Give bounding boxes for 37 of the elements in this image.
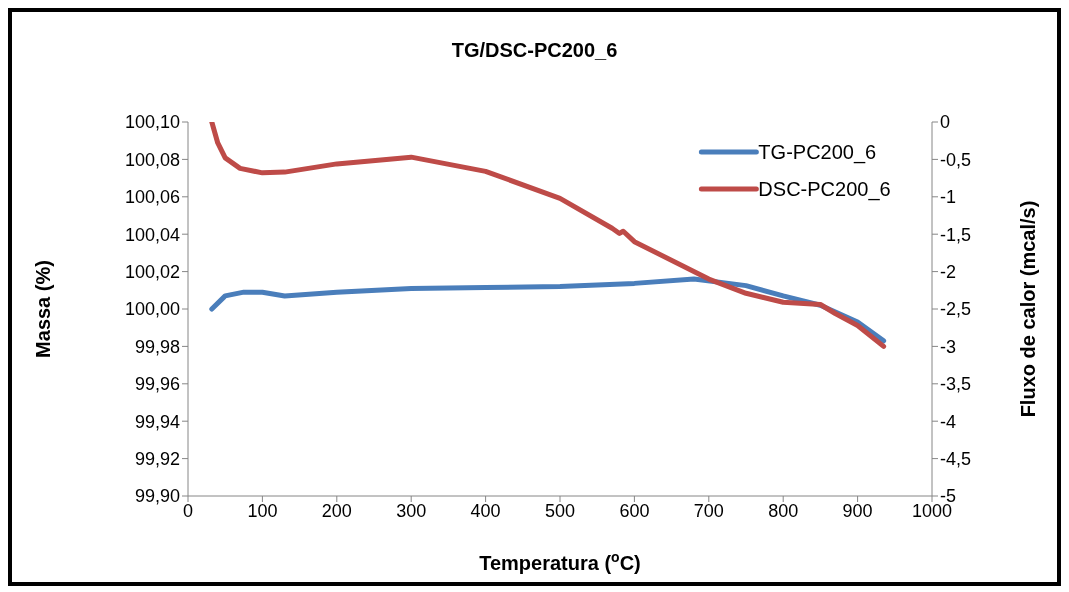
y-axis-title: Massa (%)	[32, 260, 54, 358]
x-tick-label: 800	[768, 500, 799, 521]
y-tick-label: 100,04	[124, 224, 180, 245]
y-tick-label: 99,92	[134, 448, 180, 469]
x-tick-label: 700	[693, 500, 724, 521]
y2-tick-label: -3	[940, 336, 957, 357]
y-tick-label: 99,90	[134, 486, 180, 507]
y2-tick-label: -2	[940, 261, 957, 282]
y2-tick-label: -1,5	[940, 224, 972, 245]
x-tick-label: 100	[247, 500, 278, 521]
chart-title: TG/DSC-PC200_6	[451, 39, 618, 61]
legend-label: TG-PC200_6	[758, 141, 877, 164]
y2-tick-label: -2,5	[940, 299, 972, 320]
y-tick-label: 100,10	[124, 112, 180, 133]
y-tick-label: 99,94	[134, 411, 180, 432]
x-tick-label: 600	[619, 500, 650, 521]
x-tick-label: 500	[544, 500, 576, 521]
y2-tick-label: -1	[940, 187, 957, 208]
x-axis-title: Temperatura ($^{o}$C)	[479, 549, 641, 574]
x-tick-label: 200	[321, 500, 352, 521]
x-tick-label: 300	[396, 500, 427, 521]
y2-axis-title: Fluxo de calor (mcal/s)	[1017, 200, 1039, 418]
x-tick-label: 900	[842, 500, 873, 521]
y-tick-label: 99,98	[134, 336, 180, 357]
y-tick-label: 99,96	[134, 374, 180, 395]
y-tick-label: 100,06	[124, 187, 180, 208]
y2-tick-label: -4,5	[940, 448, 972, 469]
y2-tick-label: -3,5	[940, 374, 972, 395]
y2-tick-label: -0,5	[940, 149, 972, 170]
y-tick-label: 100,08	[124, 149, 180, 170]
y2-tick-label: -4	[940, 411, 957, 432]
y2-tick-label: 0	[940, 112, 951, 133]
y-tick-label: 100,02	[124, 261, 180, 282]
x-tick-label: 0	[182, 500, 194, 521]
y-tick-label: 100,00	[124, 299, 180, 320]
legend-label: DSC-PC200_6	[758, 178, 891, 201]
x-tick-label: 400	[470, 500, 501, 521]
